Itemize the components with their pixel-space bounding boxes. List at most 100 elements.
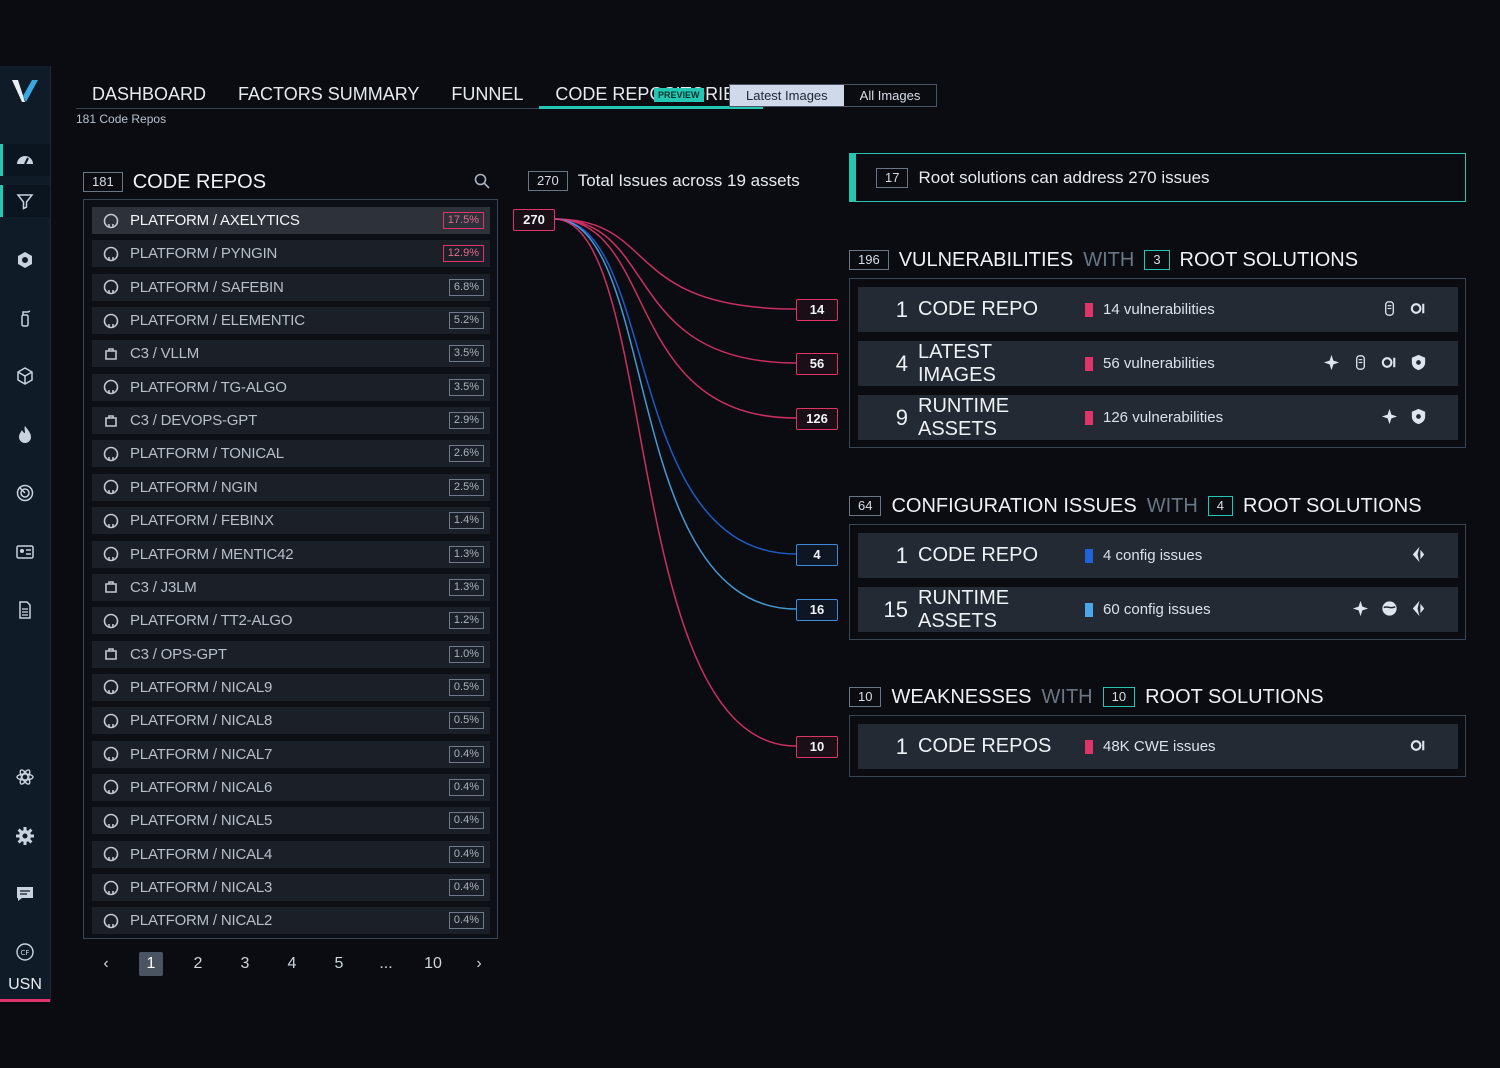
chat-icon[interactable] xyxy=(0,878,50,910)
page-1[interactable]: 1 xyxy=(139,952,163,976)
solution-target: CODE REPOS xyxy=(918,735,1052,757)
page-10[interactable]: 10 xyxy=(424,955,442,972)
page-5[interactable]: 5 xyxy=(334,955,344,972)
issue-count-node[interactable]: 14 xyxy=(796,299,838,321)
docker-icon[interactable] xyxy=(1380,299,1399,322)
sparkle-icon[interactable] xyxy=(1351,599,1370,622)
docker-icon[interactable] xyxy=(1351,353,1370,376)
filter-icon[interactable] xyxy=(0,185,50,217)
repo-percentage: 0.5% xyxy=(448,678,484,696)
repo-row[interactable]: PLATFORM / NICAL5 0.4% xyxy=(92,807,490,835)
repo-row[interactable]: C3 / OPS-GPT 1.0% xyxy=(92,640,490,668)
page-2[interactable]: 2 xyxy=(193,955,203,972)
flame-icon[interactable] xyxy=(0,418,50,450)
repo-row[interactable]: PLATFORM / NICAL9 0.5% xyxy=(92,673,490,701)
sparkle-icon[interactable] xyxy=(1380,407,1399,430)
issue-count-node[interactable]: 10 xyxy=(796,736,838,758)
hexagon-nut-icon[interactable] xyxy=(0,244,50,276)
repo-name: PLATFORM / MENTIC42 xyxy=(130,545,294,563)
repo-row[interactable]: PLATFORM / SAFEBIN 6.8% xyxy=(92,273,490,301)
root-solutions-banner[interactable]: 17 Root solutions can address 270 issues xyxy=(849,153,1466,202)
fire-extinguisher-icon[interactable] xyxy=(0,302,50,334)
nav-tab-funnel[interactable]: FUNNEL xyxy=(435,84,540,109)
shield-icon[interactable] xyxy=(1409,407,1428,430)
repo-row[interactable]: PLATFORM / NGIN 2.5% xyxy=(92,473,490,501)
solution-row[interactable]: 9 RUNTIME ASSETS 126 vulnerabilities xyxy=(858,395,1458,440)
settings-gear-icon[interactable] xyxy=(0,820,50,852)
solutions-count: 10 xyxy=(1102,687,1136,707)
issue-description: 126 vulnerabilities xyxy=(1103,409,1224,426)
page-4[interactable]: 4 xyxy=(287,955,297,972)
page-3[interactable]: 3 xyxy=(240,955,250,972)
solution-row[interactable]: 4 LATEST IMAGES 56 vulnerabilities xyxy=(858,341,1458,386)
repo-row[interactable]: PLATFORM / NICAL2 0.4% xyxy=(92,907,490,935)
section-with: WITH xyxy=(1146,494,1198,517)
repo-name: C3 / OPS-GPT xyxy=(130,645,227,663)
nav-tab-factors-summary[interactable]: FACTORS SUMMARY xyxy=(222,84,436,109)
repo-row[interactable]: PLATFORM / PYNGIN 12.9% xyxy=(92,240,490,268)
nav-tab-dashboard[interactable]: DASHBOARD xyxy=(76,84,223,109)
diamond-tool-icon[interactable] xyxy=(1409,545,1428,568)
issue-count-node[interactable]: 16 xyxy=(796,599,838,621)
repo-row[interactable]: PLATFORM / ELEMENTIC 5.2% xyxy=(92,307,490,335)
search-icon[interactable] xyxy=(473,172,491,190)
repo-row[interactable]: PLATFORM / TG-ALGO 3.5% xyxy=(92,373,490,401)
issue-description: 4 config issues xyxy=(1103,547,1203,564)
issue-count-node[interactable]: 4 xyxy=(796,544,838,566)
repo-row[interactable]: C3 / DEVOPS-GPT 2.9% xyxy=(92,407,490,435)
solution-target: LATEST IMAGES xyxy=(918,340,996,386)
solution-row[interactable]: 1 CODE REPOS 48K CWE issues xyxy=(858,724,1458,769)
prev-page-button[interactable]: ‹ xyxy=(103,955,109,972)
shield-icon[interactable] xyxy=(1409,353,1428,376)
diamond-tool-icon[interactable] xyxy=(1409,599,1428,622)
document-icon[interactable] xyxy=(0,594,50,626)
solution-row[interactable]: 1 CODE REPO 4 config issues xyxy=(858,533,1458,578)
repo-row[interactable]: PLATFORM / MENTIC42 1.3% xyxy=(92,540,490,568)
repo-name: PLATFORM / NICAL3 xyxy=(130,879,273,896)
page-ellipsis: ... xyxy=(379,955,393,972)
dashboard-gauge-icon[interactable] xyxy=(0,144,50,176)
repo-row[interactable]: PLATFORM / NICAL4 0.4% xyxy=(92,840,490,868)
solution-row[interactable]: 1 CODE REPO 14 vulnerabilities xyxy=(858,287,1458,332)
repo-name: PLATFORM / TONICAL xyxy=(130,445,284,463)
radar-icon[interactable] xyxy=(0,477,50,509)
solution-icons xyxy=(1322,353,1428,376)
svg-text:CF: CF xyxy=(21,949,30,957)
all-images-toggle[interactable]: All Images xyxy=(859,88,921,103)
id-card-icon[interactable] xyxy=(0,536,50,568)
next-page-button[interactable]: › xyxy=(476,955,482,972)
latest-images-toggle[interactable]: Latest Images xyxy=(730,85,844,106)
ol-logo-icon[interactable] xyxy=(1409,299,1428,322)
repo-row[interactable]: PLATFORM / NICAL6 0.4% xyxy=(92,773,490,801)
repo-row[interactable]: C3 / VLLM 3.5% xyxy=(92,340,490,368)
repo-row[interactable]: PLATFORM / NICAL8 0.5% xyxy=(92,707,490,735)
repo-name: PLATFORM / NICAL9 xyxy=(130,678,273,696)
repo-percentage: 2.6% xyxy=(448,445,484,463)
solution-target: CODE REPO xyxy=(918,544,1039,566)
repo-percentage: 1.3% xyxy=(448,545,484,563)
sparkle-icon[interactable] xyxy=(1322,353,1341,376)
repo-row[interactable]: PLATFORM / NICAL7 0.4% xyxy=(92,740,490,768)
solutions-label: ROOT SOLUTIONS xyxy=(1243,494,1422,517)
repo-row[interactable]: PLATFORM / AXELYTICS 17.5% xyxy=(92,207,490,234)
user-initials[interactable]: USN xyxy=(0,970,50,1002)
repo-row[interactable]: PLATFORM / TONICAL 2.6% xyxy=(92,440,490,468)
repo-row[interactable]: C3 / J3LM 1.3% xyxy=(92,573,490,601)
logo[interactable] xyxy=(10,76,40,106)
repo-row[interactable]: PLATFORM / FEBINX 1.4% xyxy=(92,507,490,535)
repo-row[interactable]: PLATFORM / NICAL3 0.4% xyxy=(92,874,490,901)
total-issues-node[interactable]: 270 xyxy=(513,209,555,231)
repo-row[interactable]: PLATFORM / TT2-ALGO 1.2% xyxy=(92,607,490,635)
issue-count-node[interactable]: 56 xyxy=(796,353,838,375)
repos-title: CODE REPOS xyxy=(132,170,267,193)
section-title: WEAKNESSES xyxy=(891,685,1032,708)
ol-logo-icon[interactable] xyxy=(1380,353,1399,376)
repo-percentage: 0.5% xyxy=(448,712,484,730)
atom-icon[interactable] xyxy=(0,761,50,793)
cf-badge-icon[interactable]: CF xyxy=(0,936,50,968)
solution-row[interactable]: 15 RUNTIME ASSETS 60 config issues xyxy=(858,587,1458,632)
ol-logo-icon[interactable] xyxy=(1409,736,1428,759)
globe-icon[interactable] xyxy=(1380,599,1399,622)
issue-count-node[interactable]: 126 xyxy=(796,408,838,430)
cube-icon[interactable] xyxy=(0,360,50,392)
